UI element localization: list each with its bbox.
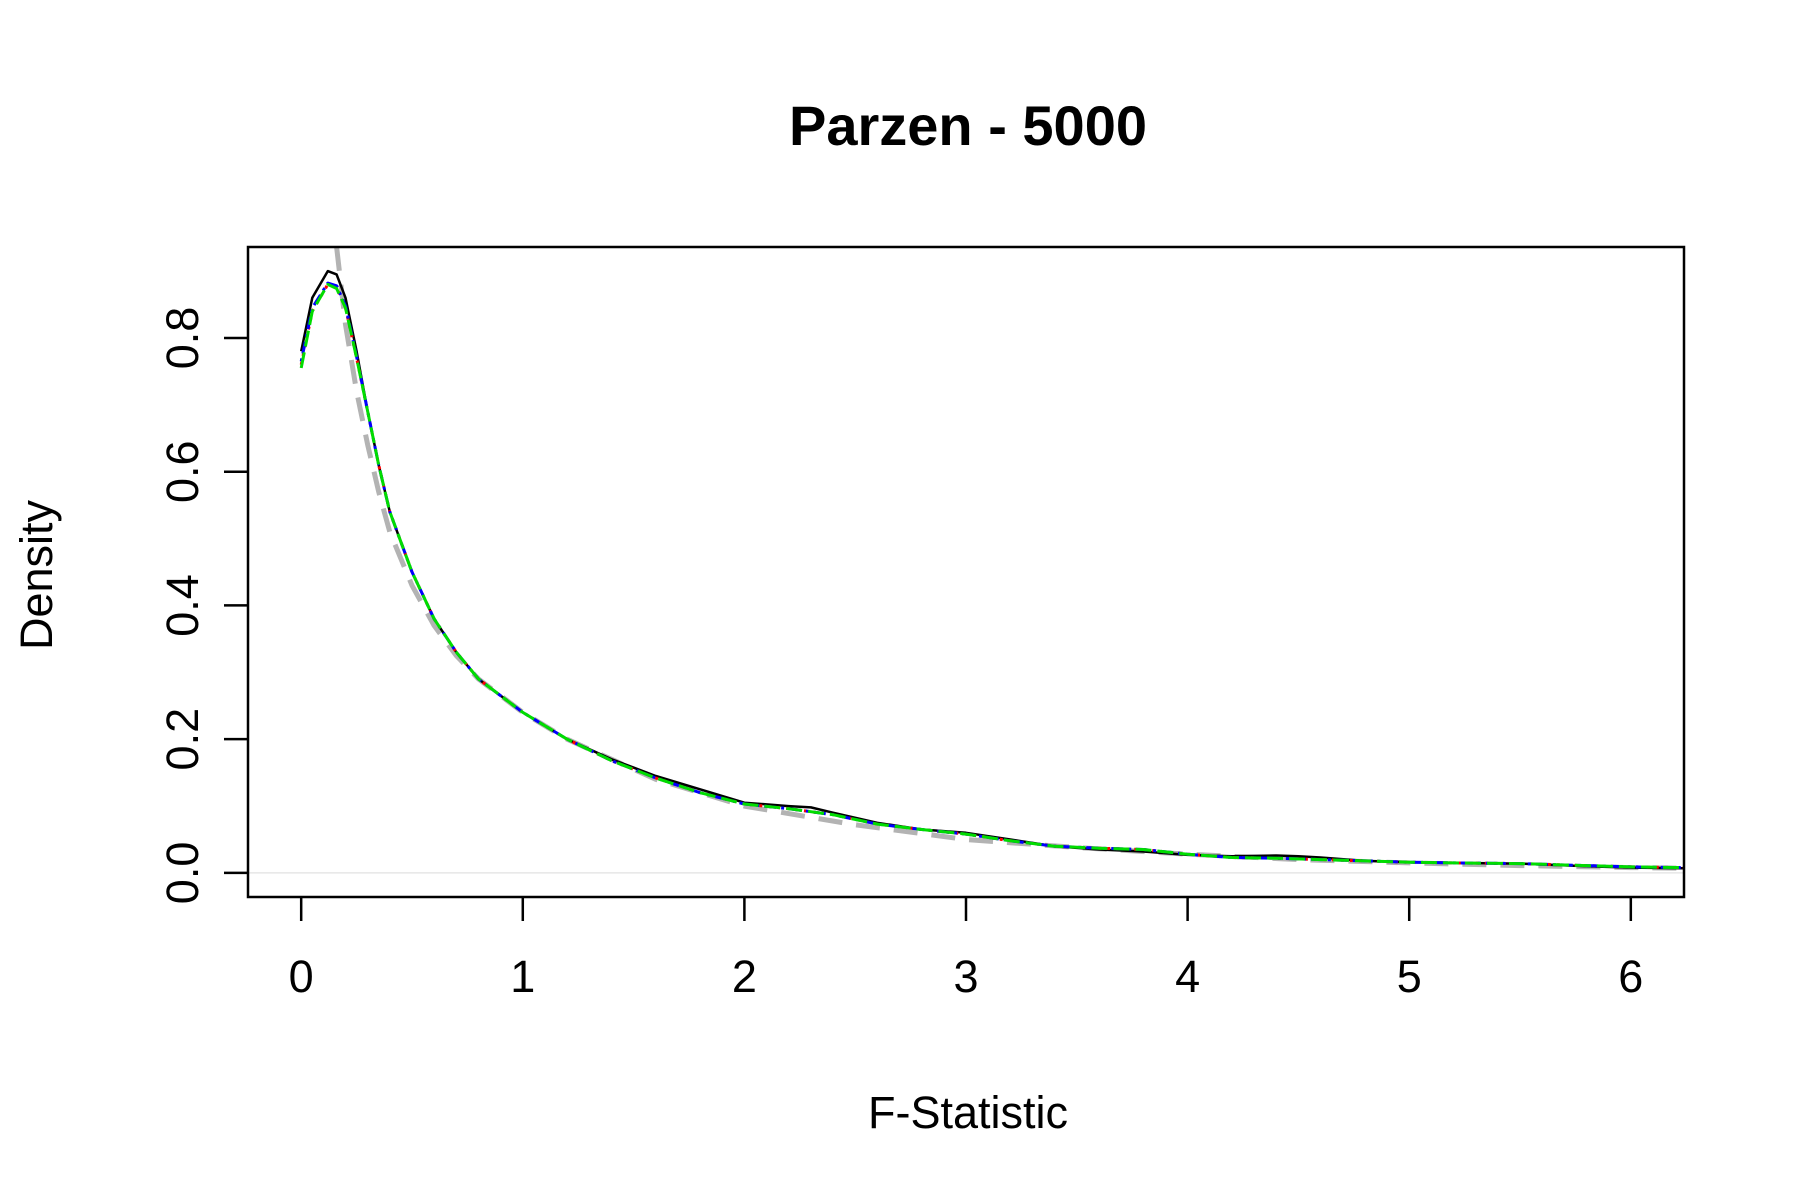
x-tick-label: 4	[1175, 951, 1200, 1002]
density-curve-2	[299, 282, 1684, 870]
x-tick-label: 1	[510, 951, 535, 1002]
x-axis-label: F-Statistic	[868, 1087, 1068, 1138]
x-tick-label: 0	[289, 951, 314, 1002]
y-axis-label: Density	[11, 499, 62, 650]
y-tick-label: 0.6	[157, 440, 208, 503]
density-curve-3	[299, 281, 1684, 870]
plot-frame	[246, 245, 1686, 899]
x-tick-label: 6	[1618, 951, 1643, 1002]
x-axis: 0 1 2 3 4 5 6	[289, 897, 1643, 1002]
density-curve-4	[299, 282, 1684, 870]
chart-title: Parzen - 5000	[789, 94, 1147, 157]
plot-area	[246, 245, 1686, 899]
y-axis: 0.0 0.2 0.4 0.6 0.8	[157, 307, 248, 905]
y-tick-label: 0.0	[157, 842, 208, 905]
x-tick-label: 3	[953, 951, 978, 1002]
y-tick-label: 0.2	[157, 708, 208, 771]
density-curve-1	[299, 269, 1684, 870]
y-tick-label: 0.8	[157, 307, 208, 370]
x-tick-label: 2	[732, 951, 757, 1002]
y-tick-label: 0.4	[157, 574, 208, 637]
density-curve-5	[334, 247, 1684, 871]
x-tick-label: 5	[1397, 951, 1422, 1002]
